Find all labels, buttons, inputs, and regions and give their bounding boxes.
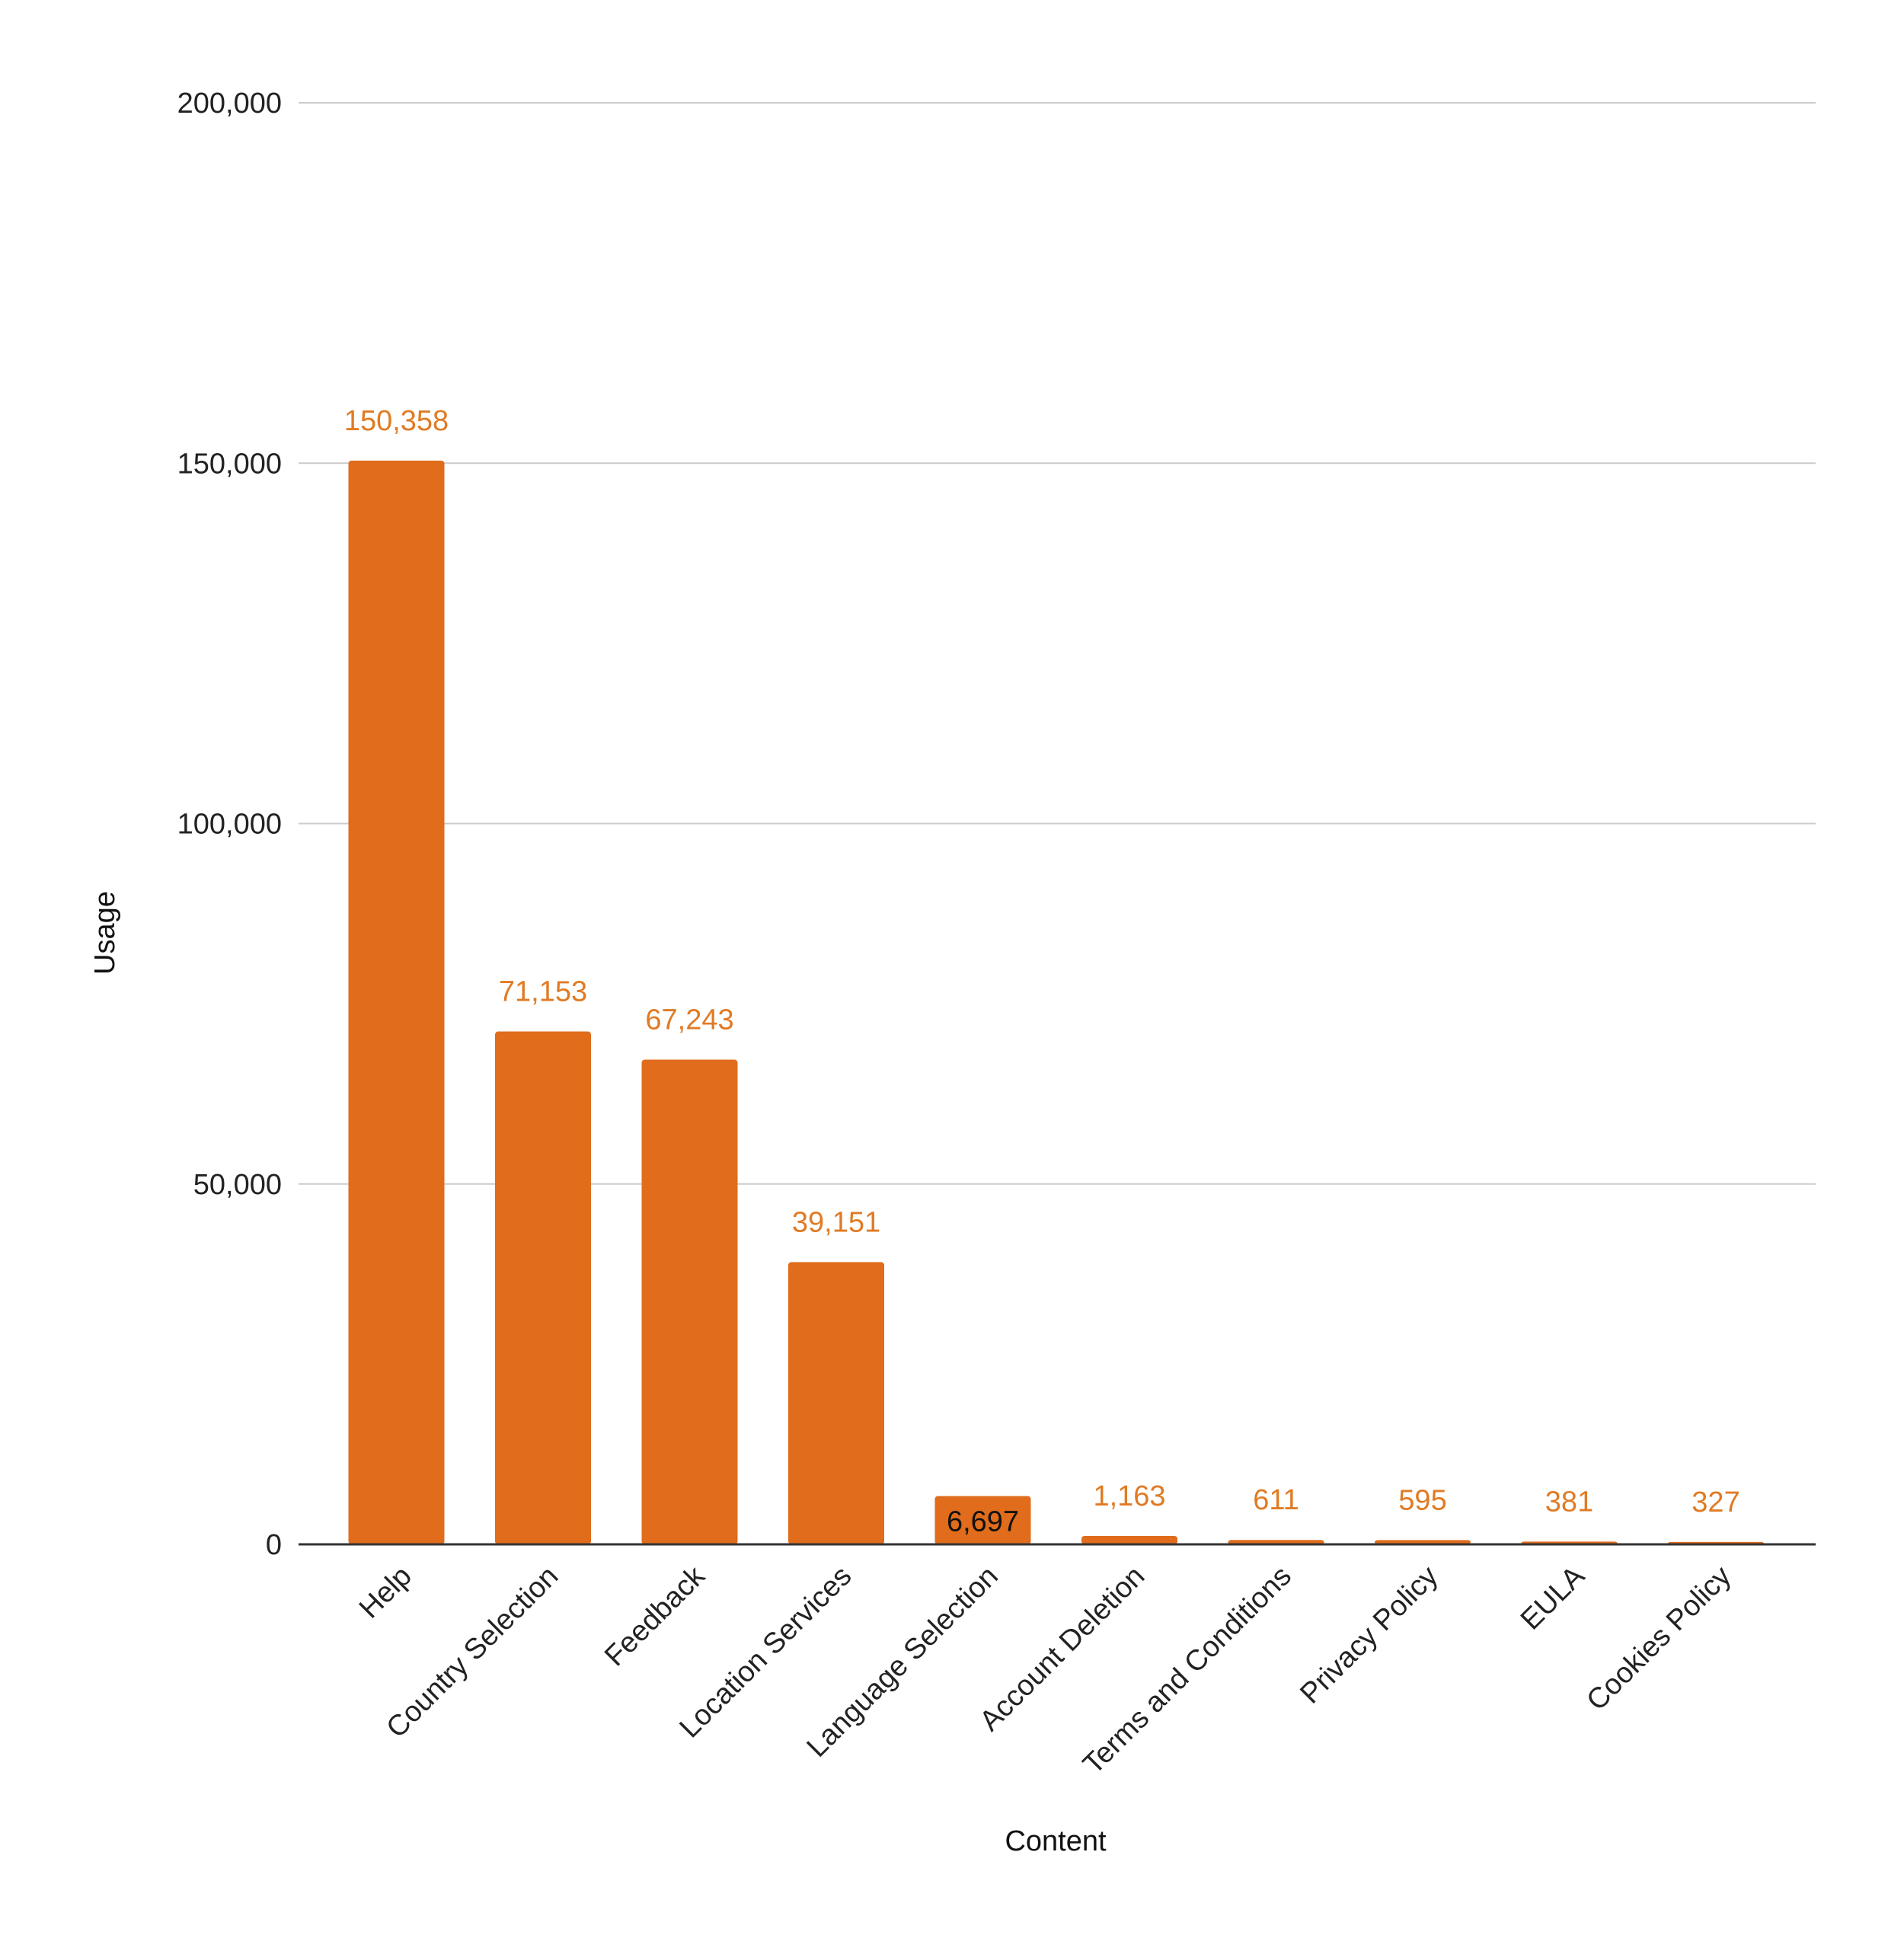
data-label: 6,697 [947,1506,1019,1538]
bars [348,460,1764,1544]
x-category-label: Help [353,1560,418,1625]
x-category-label: EULA [1515,1560,1591,1636]
y-axis-title: Usage [89,891,121,975]
data-label: 150,358 [344,405,449,437]
y-tick-label: 100,000 [177,809,282,841]
data-label: 71,153 [499,976,587,1008]
data-labels: 150,358 71,153 67,243 39,151 6,697 1,163 611 59… [344,405,1740,1538]
y-tick-label: 0 [266,1529,282,1561]
bar [348,460,445,1544]
bar [788,1262,884,1544]
x-category-label: Privacy Policy [1294,1560,1444,1710]
data-label: 595 [1398,1484,1446,1516]
gridlines [299,102,1816,1185]
data-label: 611 [1253,1484,1299,1516]
bar [641,1059,738,1544]
y-tick-label: 200,000 [177,88,282,120]
y-tick-label: 150,000 [177,448,282,480]
bar [495,1031,591,1544]
data-label: 381 [1545,1486,1593,1518]
data-label: 327 [1692,1486,1739,1518]
data-label: 1,163 [1093,1480,1165,1512]
bar [934,1496,1031,1544]
y-axis-ticks: 0 50,000 100,000 150,000 200,000 [177,88,282,1561]
bar [1081,1535,1177,1544]
x-category-label: Feedback [599,1560,711,1672]
x-axis-title: Content [1005,1825,1107,1857]
y-tick-label: 50,000 [193,1169,282,1201]
data-label: 39,151 [792,1206,880,1238]
x-category-label: Cookies Policy [1580,1560,1737,1717]
data-label: 67,243 [645,1004,733,1036]
